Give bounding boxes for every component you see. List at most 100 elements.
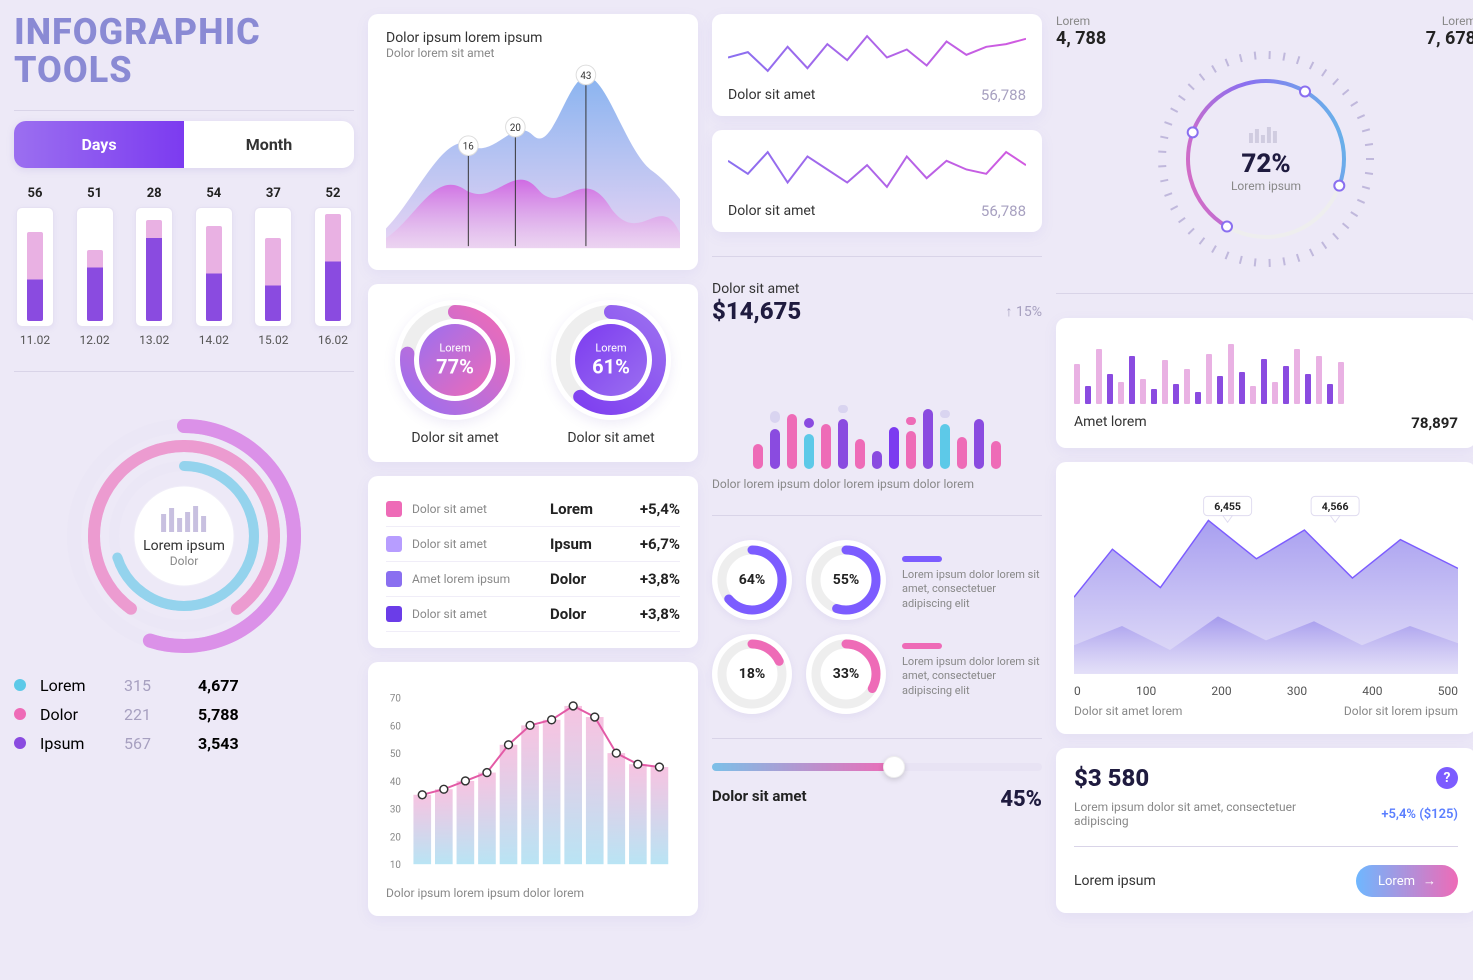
divider — [14, 110, 354, 111]
spark-label-1: Dolor sit amet — [728, 87, 815, 103]
divider — [1074, 846, 1458, 847]
slider-label: Dolor sit amet — [712, 787, 807, 812]
price-delta: +5,4% ($125) — [1381, 807, 1458, 822]
legend-line: Amet lorem ipsum Dolor +3,8% — [386, 562, 680, 597]
area2-foot-r: Dolor sit lorem ipsum — [1344, 704, 1458, 718]
metric-label: Dolor sit amet — [712, 281, 1042, 297]
sparkline-2 — [728, 142, 1026, 192]
area-sub: Dolor lorem sit amet — [386, 46, 680, 60]
svg-text:30: 30 — [390, 805, 401, 816]
legend-line: Dolor sit amet Lorem +5,4% — [386, 492, 680, 527]
legend-row: Dolor 221 5,788 — [14, 705, 354, 724]
mini-bar: 52 16.02 — [312, 186, 354, 347]
bars-icon — [1249, 125, 1283, 145]
gauge: 72% Lorem ipsum — [1156, 49, 1376, 269]
donut: Lorem 77% Dolor sit amet — [386, 300, 524, 446]
spark-label-2: Dolor sit amet — [728, 203, 815, 219]
divider — [712, 256, 1042, 257]
area2-foot-l: Dolor sit amet lorem — [1074, 704, 1182, 718]
mini-bar: 54 14.02 — [193, 186, 235, 347]
slider[interactable] — [712, 763, 1042, 771]
mini-bar: 28 13.02 — [133, 186, 175, 347]
area2-card: 6,455 4,566 0100200300400500 Dolor sit a… — [1056, 462, 1473, 734]
slider-card: Dolor sit amet 45% — [712, 763, 1042, 812]
help-icon[interactable]: ? — [1436, 767, 1458, 789]
mini-donut-section: 64% 55% 18% 33% Lorem ipsum dolor lorem … — [712, 540, 1042, 714]
lorem-button[interactable]: Lorem→ — [1356, 865, 1458, 897]
price-card: $3 580 ? Lorem ipsum dolor sit amet, con… — [1056, 748, 1473, 913]
legend-row: Ipsum 567 3,543 — [14, 734, 354, 753]
wave-footer: Dolor lorem ipsum dolor lorem ipsum dolo… — [712, 477, 1042, 491]
svg-text:6,455: 6,455 — [1214, 500, 1241, 513]
svg-text:10: 10 — [390, 860, 401, 871]
price-amount: $3 580 — [1074, 764, 1149, 792]
svg-text:70: 70 — [390, 694, 401, 705]
legend-line: Dolor sit amet Dolor +3,8% — [386, 597, 680, 632]
divider — [14, 371, 354, 372]
combo-footer: Dolor ipsum lorem ipsum dolor lorem — [386, 886, 680, 900]
legend-list: Lorem 315 4,677 Dolor 221 5,788 Ipsum 56… — [14, 676, 354, 753]
mini-bar: 56 11.02 — [14, 186, 56, 347]
donut: Lorem 61% Dolor sit amet — [542, 300, 680, 446]
legend-line: Dolor sit amet Ipsum +6,7% — [386, 527, 680, 562]
ring-label: Lorem ipsum — [143, 538, 225, 554]
legend-row: Lorem 315 4,677 — [14, 676, 354, 695]
time-toggle[interactable]: Days Month — [14, 121, 354, 168]
slider-thumb[interactable] — [883, 756, 905, 778]
ring-sub: Dolor — [143, 554, 225, 568]
mini-donut: 64% — [712, 540, 792, 620]
gauge-left-label: Lorem — [1056, 14, 1106, 28]
sparkline-card-2: Dolor sit amet 56,788 — [712, 130, 1042, 232]
sparkline-1 — [728, 26, 1026, 76]
price-row-label: Lorem ipsum — [1074, 873, 1156, 889]
divider — [1056, 293, 1473, 294]
gauge-pct: 72% — [1231, 149, 1301, 179]
sparkline-card-1: Dolor sit amet 56,788 — [712, 14, 1042, 116]
column-1: INFOGRAPHIC TOOLS Days Month 56 11.02 51 … — [14, 14, 354, 966]
svg-text:4,566: 4,566 — [1322, 500, 1349, 513]
mini-donut: 33% — [806, 634, 886, 714]
page-title: INFOGRAPHIC TOOLS — [14, 14, 354, 90]
combo-chart-card: 10203040506070 Dolor ipsum lorem ipsum d… — [368, 662, 698, 916]
wave-bars — [712, 339, 1042, 469]
small-bars-left: Amet lorem — [1074, 414, 1147, 432]
gauge-sub: Lorem ipsum — [1231, 179, 1301, 193]
svg-text:60: 60 — [390, 721, 401, 732]
area-chart-card: Dolor ipsum lorem ipsum Dolor lorem sit … — [368, 14, 698, 270]
metric-amount: $14,675 — [712, 297, 801, 325]
area-chart: 16 20 43 — [386, 60, 680, 250]
toggle-month[interactable]: Month — [184, 121, 354, 168]
combo-chart: 10203040506070 — [386, 678, 680, 874]
svg-text:50: 50 — [390, 749, 401, 760]
gauge-card: Lorem 4, 788 Lorem 7, 678 72% Lorem ipsu… — [1056, 14, 1473, 269]
title-card: INFOGRAPHIC TOOLS Days Month 56 11.02 51 … — [14, 14, 354, 347]
column-3: Dolor sit amet 56,788 Dolor sit amet 56,… — [712, 14, 1042, 966]
column-2: Dolor ipsum lorem ipsum Dolor lorem sit … — [368, 14, 698, 966]
mini-donut-grid: 64% 55% 18% 33% — [712, 540, 886, 714]
gauge-right-label: Lorem — [1426, 14, 1473, 28]
multi-ring: Lorem ipsum Dolor — [54, 406, 314, 666]
legend-table-card: Dolor sit amet Lorem +5,4% Dolor sit ame… — [368, 476, 698, 648]
small-bars-card: Amet lorem 78,897 — [1056, 318, 1473, 448]
weekly-bars: 56 11.0251 12.0228 13.0254 14.0237 15.02… — [14, 186, 354, 347]
mini-bar: 51 12.02 — [74, 186, 116, 347]
small-bars-right: 78,897 — [1411, 414, 1458, 432]
divider — [712, 515, 1042, 516]
divider — [712, 738, 1042, 739]
svg-text:20: 20 — [510, 123, 521, 134]
donut-pair-card: Lorem 77% Dolor sit amet Lorem 61% Dolor… — [368, 284, 698, 462]
spark-val-1: 56,788 — [981, 86, 1026, 104]
toggle-days[interactable]: Days — [14, 121, 184, 168]
svg-text:43: 43 — [580, 71, 591, 82]
gauge-right-val: 7, 678 — [1426, 28, 1473, 49]
bars-icon — [159, 504, 209, 534]
area2-x-axis: 0100200300400500 — [1074, 684, 1458, 698]
spark-val-2: 56,788 — [981, 202, 1026, 220]
mini-donut-side: Lorem ipsum dolor lorem sit amet, consec… — [902, 540, 1042, 714]
price-sub: Lorem ipsum dolor sit amet, consectetuer… — [1074, 800, 1314, 828]
mini-donut: 18% — [712, 634, 792, 714]
metric-delta: ↑ 15% — [1006, 303, 1042, 320]
column-4: Lorem 4, 788 Lorem 7, 678 72% Lorem ipsu… — [1056, 14, 1473, 966]
area-chart-2: 6,455 4,566 — [1074, 478, 1458, 678]
svg-text:16: 16 — [463, 142, 475, 153]
